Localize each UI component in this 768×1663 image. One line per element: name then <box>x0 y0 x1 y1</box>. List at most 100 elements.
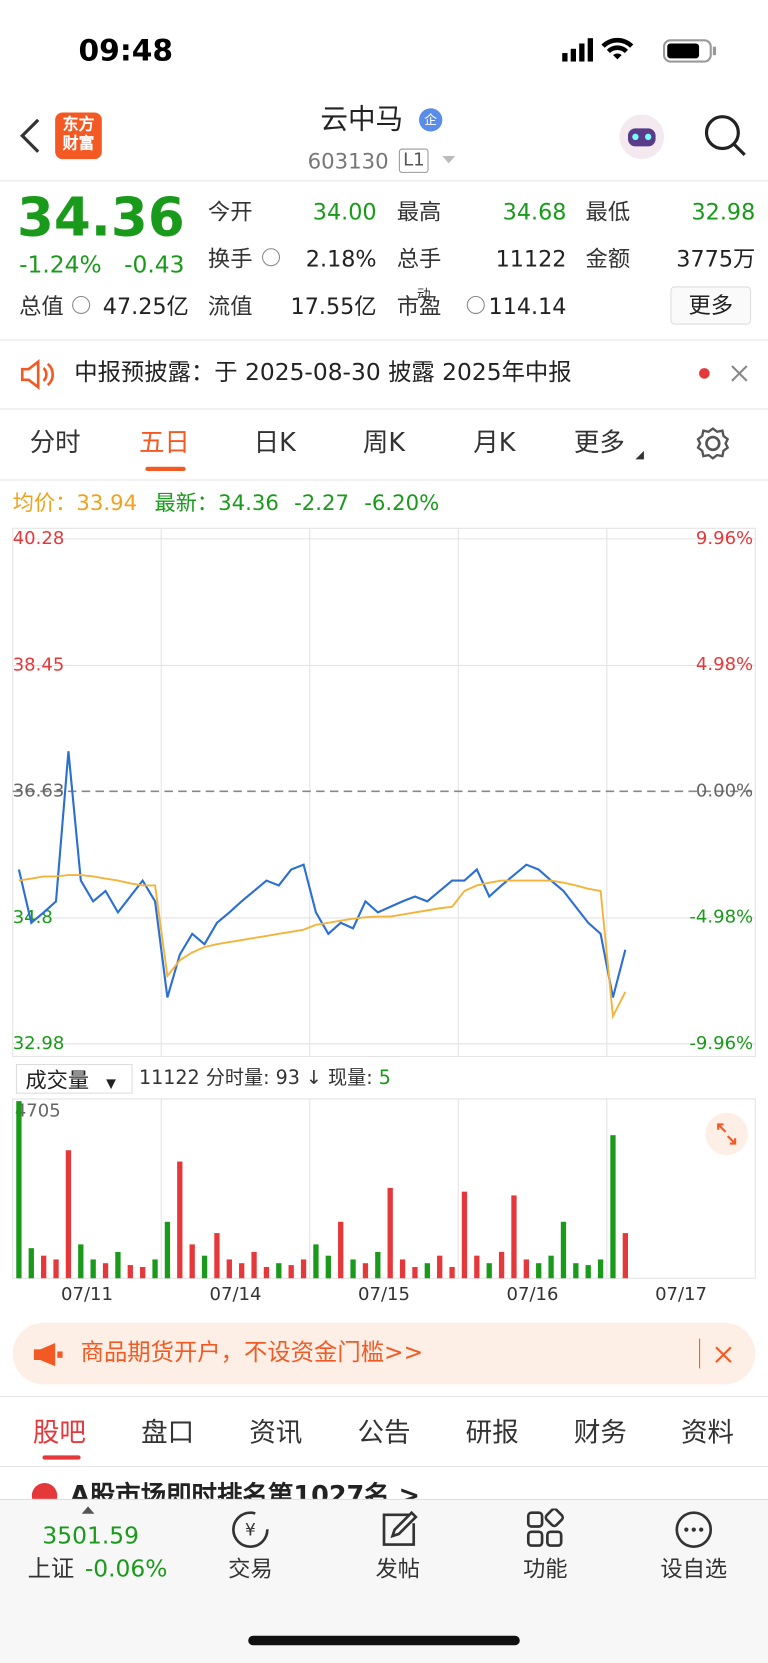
volume-bar <box>523 1259 529 1279</box>
y-tick-label: 38.45 <box>13 654 65 675</box>
volume-frame <box>12 1098 756 1279</box>
field-value: 2.18% <box>305 246 377 272</box>
nav-icon-watch <box>675 1511 713 1548</box>
content-tab[interactable]: 财务 <box>573 1417 627 1448</box>
volume-bar <box>313 1244 319 1279</box>
svg-text:¥: ¥ <box>245 1521 256 1541</box>
volume-bar <box>90 1259 96 1279</box>
field-value: 17.55亿 <box>290 293 377 320</box>
volume-bar <box>585 1265 591 1279</box>
volume-bar <box>375 1251 381 1279</box>
content-tab[interactable]: 研报 <box>465 1417 519 1448</box>
content-tab[interactable]: 盘口 <box>141 1417 195 1448</box>
last-price: 34.36 <box>16 186 185 249</box>
info-icon[interactable] <box>466 295 485 314</box>
content-tab[interactable]: 资料 <box>681 1417 735 1448</box>
y2-tick-label: -4.98% <box>689 907 753 928</box>
volume-bar <box>53 1259 59 1279</box>
ad-icon <box>33 1342 63 1367</box>
close-ad[interactable] <box>714 1345 733 1364</box>
now-volume: 5 <box>378 1067 391 1090</box>
y2-tick-label: 9.96% <box>696 528 753 549</box>
volume-selector[interactable]: 成交量 ▼ <box>15 1063 133 1094</box>
ad-text[interactable]: 商品期货开户，不设资金门槛>> <box>80 1339 424 1367</box>
volume-bar <box>622 1233 628 1279</box>
content-tab[interactable]: 资讯 <box>249 1417 303 1448</box>
minute-volume: 93 <box>275 1067 300 1090</box>
volume-bar <box>140 1266 146 1279</box>
volume-bar <box>127 1265 133 1279</box>
speaker-icon <box>20 359 55 390</box>
notice-text[interactable]: 中报预披露：于 2025-08-30 披露 2025年中报 <box>74 359 572 387</box>
info-icon[interactable] <box>72 295 91 314</box>
change-pct: -1.24% <box>19 252 102 279</box>
chart-tab[interactable]: 分时 <box>29 427 81 458</box>
now-label: 现量: <box>328 1067 373 1090</box>
search-button[interactable] <box>702 112 749 159</box>
chart-tab[interactable]: 月K <box>473 427 516 458</box>
index-name[interactable]: 上证 <box>27 1556 75 1583</box>
volume-bar <box>461 1191 468 1279</box>
chart-legend: 均价：33.94 最新：34.36 -2.27 -6.20% <box>13 492 440 513</box>
volume-bar <box>597 1259 604 1279</box>
volume-bar <box>41 1255 47 1279</box>
chart-tab[interactable]: 更多 <box>573 427 625 458</box>
dropdown-arrow[interactable] <box>441 155 456 166</box>
volume-bar <box>399 1259 406 1279</box>
logo-text: 东方 <box>62 114 95 134</box>
ad-banner[interactable] <box>12 1322 756 1385</box>
assistant-avatar[interactable] <box>617 112 666 161</box>
chart-tab[interactable]: 日K <box>253 427 296 458</box>
logo-text: 财富 <box>62 133 95 153</box>
price-line <box>17 751 627 998</box>
volume-bar <box>610 1135 616 1279</box>
nav-item[interactable]: 发帖 <box>375 1556 421 1582</box>
nav-item[interactable]: 功能 <box>522 1556 568 1582</box>
field-value: 11122 <box>495 246 567 272</box>
info-icon[interactable] <box>262 248 281 267</box>
volume-bar <box>424 1263 430 1279</box>
expand-button[interactable] <box>704 1112 749 1157</box>
settings-button[interactable] <box>696 426 730 460</box>
nav-item[interactable]: 交易 <box>228 1556 273 1582</box>
index-value[interactable]: 3501.59 <box>42 1523 139 1550</box>
close-notice[interactable] <box>730 364 749 383</box>
index-change[interactable]: -0.06% <box>84 1556 168 1583</box>
y-tick-label: 32.98 <box>13 1033 65 1054</box>
volume-bar <box>486 1263 492 1279</box>
more-button[interactable]: 更多 <box>670 286 752 325</box>
volume-bar <box>164 1221 171 1279</box>
chart-tab[interactable]: 五日 <box>138 427 190 458</box>
level-badge[interactable]: L1 <box>398 148 429 173</box>
volume-bar <box>152 1259 158 1279</box>
tab-underline <box>42 1455 81 1460</box>
nav-item[interactable]: 设自选 <box>660 1556 728 1582</box>
y2-tick-label: 0.00% <box>696 780 753 801</box>
app-logo[interactable]: 东方 财富 <box>55 112 102 160</box>
avg-label: 均价： <box>12 490 77 516</box>
field-label: 今开 <box>207 199 253 225</box>
field-value: 3775万 <box>676 246 756 272</box>
chart-tab[interactable]: 周K <box>362 427 406 458</box>
back-button[interactable] <box>17 117 45 155</box>
stock-name: 云中马 <box>320 103 404 136</box>
field-label: 市盈 <box>396 293 442 320</box>
field-value: 32.98 <box>691 199 756 225</box>
x-tick-label: 07/11 <box>61 1284 113 1305</box>
volume-bar <box>16 1101 22 1279</box>
volume-bar <box>474 1255 480 1279</box>
x-tick-label: 07/16 <box>507 1284 559 1305</box>
volume-bar <box>78 1244 84 1279</box>
field-label: 总手 <box>396 246 442 272</box>
volume-bar <box>226 1259 232 1279</box>
divider <box>0 180 768 182</box>
badge: 企 <box>419 108 443 132</box>
volume-bar <box>263 1266 270 1279</box>
volume-bar <box>437 1255 443 1279</box>
legend-change-pct: -6.20% <box>364 490 440 516</box>
unread-dot <box>699 368 710 379</box>
volume-bar <box>387 1187 393 1279</box>
field-label: 流值 <box>207 293 253 320</box>
content-tab[interactable]: 股吧 <box>32 1417 86 1448</box>
content-tab[interactable]: 公告 <box>357 1417 411 1448</box>
